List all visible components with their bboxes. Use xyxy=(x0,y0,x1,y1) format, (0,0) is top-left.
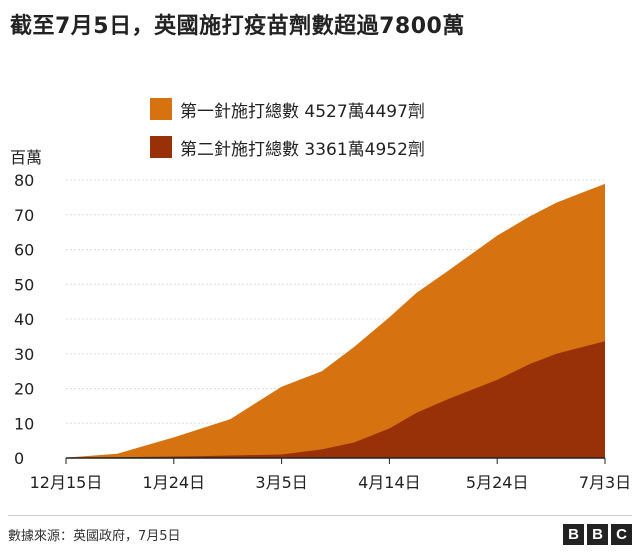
y-tick-label: 40 xyxy=(14,310,34,329)
legend-item-first-dose: 第一針施打總數 4527萬4497劑 xyxy=(150,96,425,122)
legend-item-second-dose: 第二針施打總數 3361萬4952劑 xyxy=(150,134,425,160)
legend-label-second-dose: 第二針施打總數 3361萬4952劑 xyxy=(180,139,425,160)
y-axis-unit-label: 百萬 xyxy=(10,148,43,167)
bbc-logo: B B C xyxy=(563,524,632,545)
bbc-logo-letter: B xyxy=(563,524,584,545)
y-tick-label: 10 xyxy=(14,414,34,433)
x-tick-label: 4月14日 xyxy=(358,473,421,492)
footer-divider xyxy=(8,515,632,516)
legend-swatch-first-dose xyxy=(150,98,172,120)
y-tick-label: 60 xyxy=(14,241,34,260)
y-tick-label: 20 xyxy=(14,380,34,399)
bbc-logo-letter: C xyxy=(611,524,632,545)
y-tick-label: 50 xyxy=(14,275,34,294)
area-series-layer xyxy=(66,183,605,458)
y-tick-label: 80 xyxy=(14,171,34,190)
chart-title: 截至7月5日，英國施打疫苗劑數超過7800萬 xyxy=(10,14,465,39)
legend-swatch-second-dose xyxy=(150,136,172,158)
axes: 0 10 20 30 40 50 60 70 80 12月15日 1月24日 3月5日 4月14日 5月2… xyxy=(14,171,631,492)
y-tick-label: 0 xyxy=(14,449,24,468)
y-tick-label: 70 xyxy=(14,206,34,225)
x-tick-label: 3月5日 xyxy=(255,473,307,492)
area-second-dose xyxy=(66,341,605,458)
y-tick-label: 30 xyxy=(14,345,34,364)
x-tick-label: 12月15日 xyxy=(30,473,103,492)
source-note: 數據來源：英國政府，7月5日 xyxy=(8,529,181,544)
area-first-dose xyxy=(66,183,605,458)
x-tick-label: 7月3日 xyxy=(579,473,631,492)
x-tick-label: 5月24日 xyxy=(466,473,529,492)
bbc-logo-letter: B xyxy=(587,524,608,545)
legend-label-first-dose: 第一針施打總數 4527萬4497劑 xyxy=(180,101,425,122)
x-tick-label: 1月24日 xyxy=(143,473,206,492)
legend: 第一針施打總數 4527萬4497劑 第二針施打總數 3361萬4952劑 xyxy=(150,96,425,172)
